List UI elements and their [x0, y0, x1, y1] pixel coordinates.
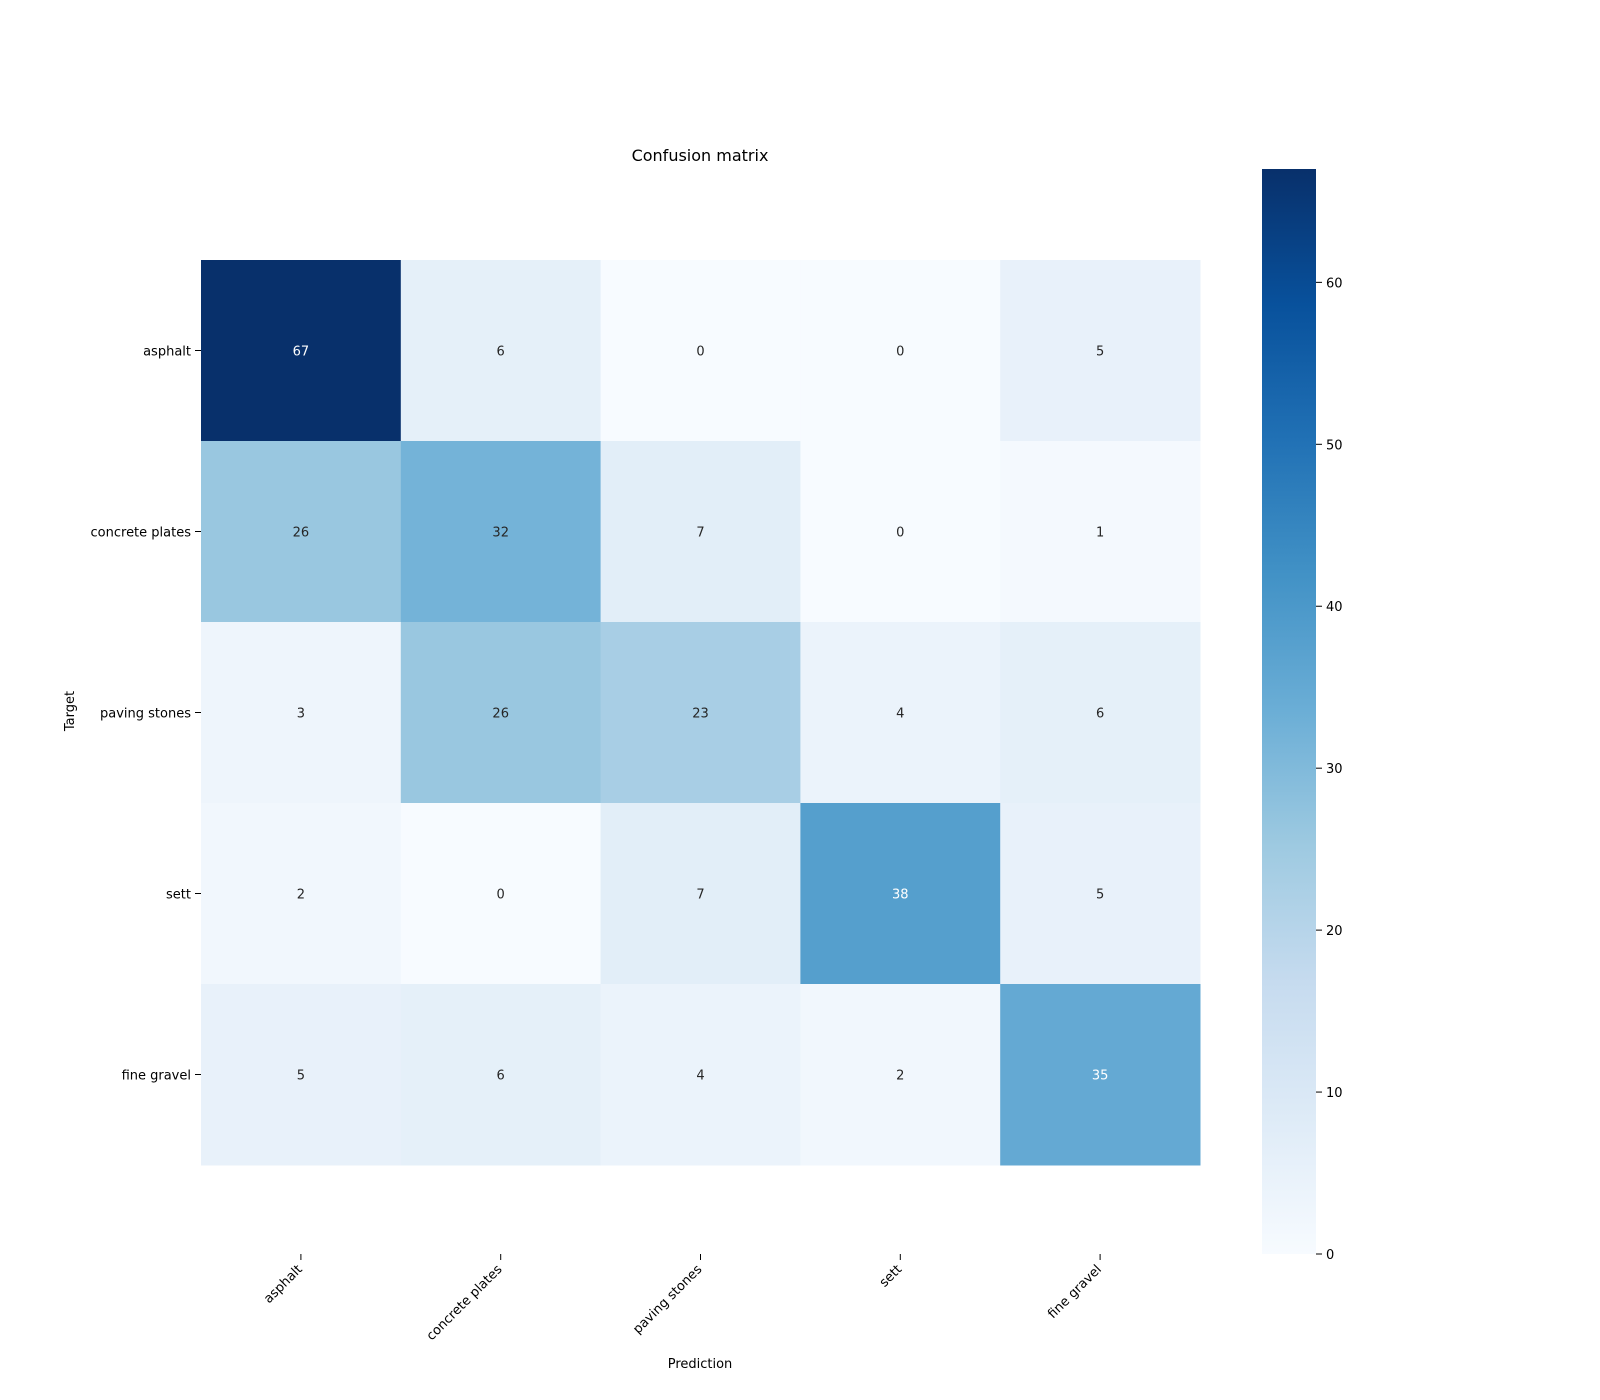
- heatmap-cell: [600, 803, 801, 985]
- cell-value-label: 5: [1096, 888, 1104, 903]
- cell-value-label: 0: [896, 345, 904, 360]
- heatmap-cell: [800, 984, 1001, 1166]
- heatmap-cell: [1000, 803, 1201, 985]
- heatmap-cell-labels: 67 6 0 0 526 32 7 0 13 26 23 4 62 0 7 38 55 6 4 2 35: [293, 345, 1109, 1084]
- chart-title: Confusion matrix: [632, 146, 769, 165]
- cell-value-label: 7: [696, 526, 704, 541]
- cell-value-label: 26: [492, 707, 509, 722]
- heatmap-cell: [600, 622, 801, 804]
- cell-value-label: 3: [297, 707, 305, 722]
- colorbar-ticks: 0 10 20 30 40 50 60: [1316, 276, 1343, 1263]
- colorbar-tick-label: 0: [1326, 1248, 1334, 1263]
- y-tick-label: concrete plates: [91, 526, 192, 541]
- cell-value-label: 4: [896, 707, 904, 722]
- colorbar: [1262, 169, 1316, 1254]
- heatmap-cell: [400, 622, 602, 804]
- heatmap-cell: [201, 984, 402, 1166]
- x-tick-label: concrete plates: [424, 1262, 506, 1344]
- y-tick-label: paving stones: [100, 707, 191, 722]
- y-axis-label: Target: [63, 691, 78, 732]
- x-tick-label: asphalt: [261, 1262, 305, 1306]
- heatmap-cell: [600, 984, 801, 1166]
- heatmap-cell: [800, 441, 1001, 623]
- y-axis-ticks: asphalt concrete plates paving stones sett f…: [91, 345, 201, 1084]
- heatmap-cell: [800, 260, 1001, 442]
- cell-value-label: 5: [297, 1069, 305, 1084]
- cell-value-label: 4: [696, 1069, 704, 1084]
- cell-value-label: 7: [696, 888, 704, 903]
- cell-value-label: 67: [293, 345, 310, 360]
- colorbar-tick-label: 30: [1326, 762, 1343, 777]
- heatmap-cell: [600, 441, 801, 623]
- y-tick-label: sett: [166, 888, 191, 903]
- heatmap-cell: [600, 260, 801, 442]
- heatmap-cell: [1000, 622, 1201, 804]
- colorbar-tick-label: 40: [1326, 600, 1343, 615]
- heatmap-cell: [400, 984, 602, 1166]
- heatmap-cell: [201, 803, 402, 985]
- colorbar-tick-label: 10: [1326, 1086, 1343, 1101]
- cell-value-label: 6: [497, 1069, 505, 1084]
- x-axis-ticks: asphalt concrete plates paving stones sett f…: [261, 1254, 1105, 1344]
- heatmap-cell: [201, 441, 402, 623]
- cell-value-label: 32: [492, 526, 509, 541]
- heatmap-cell: [800, 803, 1001, 985]
- heatmap-cell: [201, 622, 402, 804]
- cell-value-label: 6: [1096, 707, 1104, 722]
- cell-value-label: 2: [896, 1069, 904, 1084]
- cell-value-label: 6: [497, 345, 505, 360]
- cell-value-label: 38: [892, 888, 909, 903]
- cell-value-label: 26: [293, 526, 310, 541]
- x-axis-label: Prediction: [668, 1357, 733, 1372]
- cell-value-label: 35: [1092, 1069, 1109, 1084]
- x-tick-label: fine gravel: [1045, 1262, 1105, 1322]
- y-tick-label: fine gravel: [122, 1069, 191, 1084]
- heatmap-cell: [1000, 441, 1201, 623]
- colorbar-tick-label: 60: [1326, 276, 1343, 291]
- heatmap-cell: [1000, 984, 1201, 1166]
- heatmap-cell: [1000, 260, 1201, 442]
- y-tick-label: asphalt: [143, 345, 191, 360]
- cell-value-label: 5: [1096, 345, 1104, 360]
- cell-value-label: 0: [696, 345, 704, 360]
- heatmap-cell: [800, 622, 1001, 804]
- cell-value-label: 0: [896, 526, 904, 541]
- heatmap-cell: [400, 441, 602, 623]
- cell-value-label: 2: [297, 888, 305, 903]
- colorbar-tick-label: 20: [1326, 924, 1343, 939]
- x-tick-label: paving stones: [630, 1262, 705, 1337]
- cell-value-label: 23: [692, 707, 709, 722]
- heatmap-cell: [400, 803, 602, 985]
- heatmap-cell: [400, 260, 602, 442]
- colorbar-tick-label: 50: [1326, 438, 1343, 453]
- cell-value-label: 1: [1096, 526, 1104, 541]
- heatmap-cell: [201, 260, 402, 442]
- x-tick-label: sett: [877, 1262, 905, 1290]
- cell-value-label: 0: [497, 888, 505, 903]
- heatmap-cells: [201, 260, 1201, 1166]
